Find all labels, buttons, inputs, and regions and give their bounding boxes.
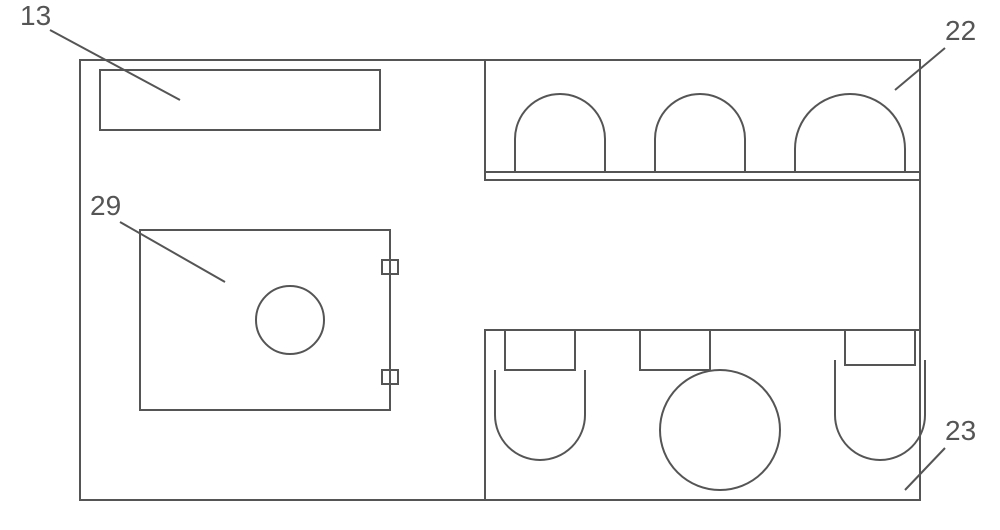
center-panel-circle: [256, 286, 324, 354]
bottom-circle: [660, 370, 780, 490]
u-shape-0: [495, 370, 585, 460]
tab-0: [505, 330, 575, 370]
u-shape-1: [835, 360, 925, 460]
label-c22: 22: [945, 15, 976, 46]
arch-0: [515, 94, 605, 172]
label-c13: 13: [20, 0, 51, 31]
top-right-box: [485, 60, 920, 180]
arch-1: [655, 94, 745, 172]
bottom-right-box: [485, 330, 920, 500]
center-panel: [140, 230, 390, 410]
arch-2: [795, 94, 905, 172]
label-c29: 29: [90, 190, 121, 221]
tab-1: [640, 330, 710, 370]
label-c23: 23: [945, 415, 976, 446]
tab-2: [845, 330, 915, 365]
technical-diagram: 13 22 29 23: [0, 0, 1000, 530]
leader-c23: [905, 448, 945, 490]
leader-c13: [50, 30, 180, 100]
